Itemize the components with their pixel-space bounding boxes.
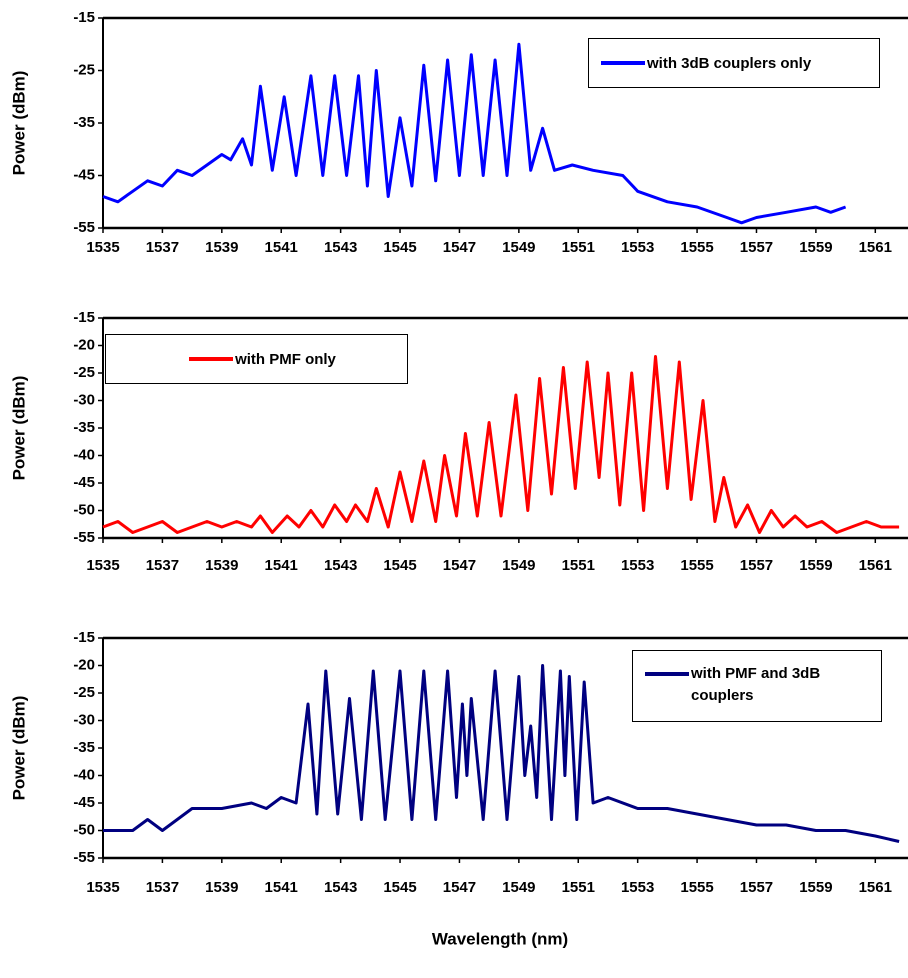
x-tick-label: 1559 bbox=[799, 879, 832, 896]
y-tick-label: -20 bbox=[73, 336, 95, 353]
y-tick-label: -35 bbox=[73, 739, 95, 756]
x-tick-label: 1553 bbox=[621, 879, 654, 896]
x-tick-label: 1555 bbox=[680, 239, 713, 256]
y-tick-label: -50 bbox=[73, 821, 95, 838]
x-tick-label: 1541 bbox=[265, 557, 298, 574]
legend-swatch bbox=[189, 357, 234, 361]
x-tick-label: 1551 bbox=[562, 239, 595, 256]
y-tick-label: -30 bbox=[73, 391, 95, 408]
legend-label: with PMF only bbox=[235, 350, 336, 368]
y-tick-label: -40 bbox=[73, 446, 95, 463]
x-tick-label: 1549 bbox=[502, 239, 535, 256]
series-line bbox=[102, 42, 847, 225]
x-tick-label: 1557 bbox=[740, 239, 773, 256]
x-tick-label: 1543 bbox=[324, 557, 357, 574]
x-tick-label: 1549 bbox=[502, 557, 535, 574]
y-tick-label: -15 bbox=[73, 9, 95, 26]
y-tick-label: -25 bbox=[73, 364, 95, 381]
y-tick-label: -35 bbox=[73, 114, 95, 131]
legend-label: with 3dB couplers only bbox=[647, 54, 812, 72]
x-tick-label: 1547 bbox=[443, 557, 476, 574]
y-tick-label: -35 bbox=[73, 419, 95, 436]
x-tick-label: 1553 bbox=[621, 557, 654, 574]
x-tick-label: 1555 bbox=[680, 557, 713, 574]
legend: with 3dB couplers only bbox=[588, 38, 880, 88]
x-tick-label: 1537 bbox=[146, 557, 179, 574]
x-tick-label: 1547 bbox=[443, 239, 476, 256]
legend-swatch bbox=[601, 61, 645, 65]
y-tick-label: -55 bbox=[73, 219, 95, 236]
y-tick-label: -25 bbox=[73, 684, 95, 701]
x-tick-label: 1559 bbox=[799, 239, 832, 256]
x-tick-label: 1539 bbox=[205, 239, 238, 256]
x-tick-label: 1547 bbox=[443, 879, 476, 896]
y-tick-label: -20 bbox=[73, 656, 95, 673]
x-axis-title: Wavelength (nm) bbox=[432, 929, 568, 948]
x-tick-label: 1549 bbox=[502, 879, 535, 896]
x-tick-label: 1537 bbox=[146, 239, 179, 256]
x-tick-label: 1539 bbox=[205, 879, 238, 896]
x-tick-label: 1561 bbox=[859, 557, 892, 574]
legend: with PMF and 3dB couplers bbox=[632, 650, 882, 722]
legend: with PMF only bbox=[105, 334, 408, 384]
y-axis-title: Power (dBm) bbox=[9, 376, 28, 481]
x-tick-label: 1545 bbox=[383, 879, 416, 896]
x-tick-label: 1545 bbox=[383, 239, 416, 256]
x-tick-label: 1561 bbox=[859, 239, 892, 256]
x-tick-label: 1541 bbox=[265, 879, 298, 896]
x-tick-label: 1543 bbox=[324, 239, 357, 256]
x-tick-label: 1559 bbox=[799, 557, 832, 574]
series-line bbox=[102, 355, 900, 534]
y-tick-label: -30 bbox=[73, 711, 95, 728]
x-tick-label: 1537 bbox=[146, 879, 179, 896]
x-tick-label: 1551 bbox=[562, 557, 595, 574]
legend-label: with PMF and 3dB couplers bbox=[691, 665, 821, 704]
y-tick-label: -25 bbox=[73, 61, 95, 78]
y-axis-title: Power (dBm) bbox=[9, 71, 28, 176]
x-tick-label: 1539 bbox=[205, 557, 238, 574]
y-axis-title: Power (dBm) bbox=[9, 696, 28, 801]
x-tick-label: 1535 bbox=[86, 879, 119, 896]
y-tick-label: -55 bbox=[73, 529, 95, 546]
series-line bbox=[103, 664, 900, 843]
x-tick-label: 1555 bbox=[680, 879, 713, 896]
y-tick-label: -55 bbox=[73, 849, 95, 866]
x-tick-label: 1557 bbox=[740, 879, 773, 896]
y-tick-label: -15 bbox=[73, 629, 95, 646]
y-tick-label: -45 bbox=[73, 166, 95, 183]
legend-swatch bbox=[645, 672, 689, 676]
x-tick-label: 1543 bbox=[324, 879, 357, 896]
x-tick-label: 1561 bbox=[859, 879, 892, 896]
x-tick-label: 1535 bbox=[86, 557, 119, 574]
y-tick-label: -15 bbox=[73, 309, 95, 326]
x-tick-label: 1535 bbox=[86, 239, 119, 256]
y-tick-label: -50 bbox=[73, 501, 95, 518]
y-tick-label: -40 bbox=[73, 766, 95, 783]
x-tick-label: 1557 bbox=[740, 557, 773, 574]
y-tick-label: -45 bbox=[73, 794, 95, 811]
x-tick-label: 1553 bbox=[621, 239, 654, 256]
x-tick-label: 1541 bbox=[265, 239, 298, 256]
x-tick-label: 1551 bbox=[562, 879, 595, 896]
x-tick-label: 1545 bbox=[383, 557, 416, 574]
y-tick-label: -45 bbox=[73, 474, 95, 491]
